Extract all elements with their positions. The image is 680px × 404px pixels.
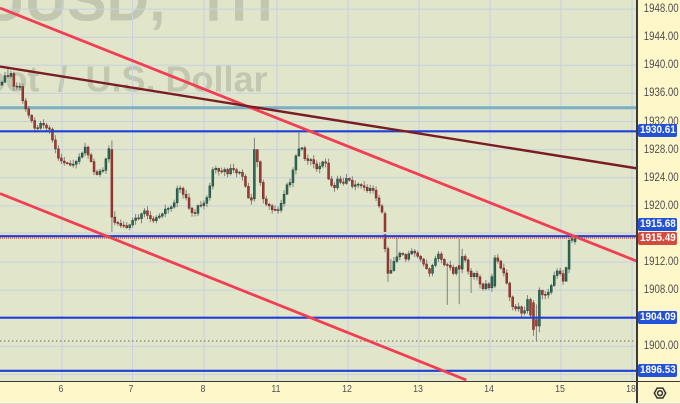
svg-text:l: l	[205, 0, 221, 34]
svg-text:l: l	[231, 0, 247, 34]
svg-text:XAUUSD,: XAUUSD,	[0, 0, 166, 34]
svg-text:l: l	[257, 0, 273, 34]
